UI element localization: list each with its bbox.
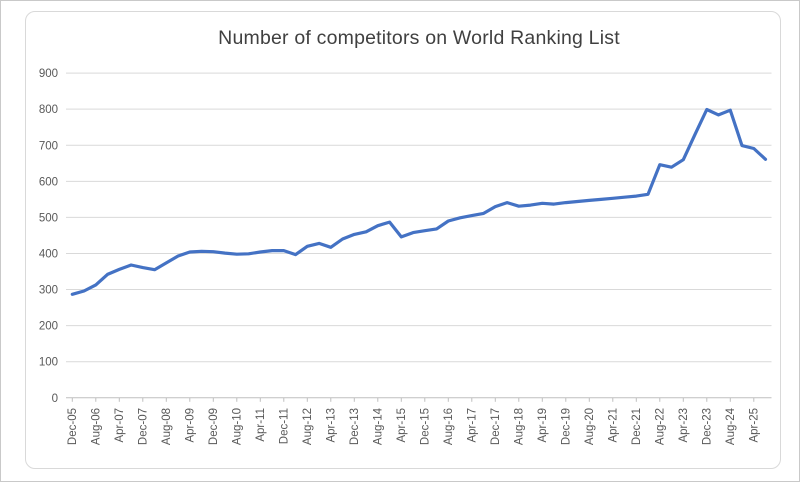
y-axis-label: 300 — [39, 285, 58, 297]
x-axis-label: Aug-22 — [654, 408, 666, 445]
x-axis-label: Dec-05 — [67, 408, 79, 445]
x-axis-label: Dec-19 — [560, 408, 572, 445]
x-axis-label: Aug-08 — [161, 408, 173, 445]
x-axis-label: Dec-15 — [419, 408, 431, 445]
chart-title: Number of competitors on World Ranking L… — [218, 27, 620, 49]
x-axis-label: Dec-07 — [137, 408, 149, 445]
y-axis-label: 600 — [39, 176, 58, 188]
x-axis-label: Dec-11 — [278, 408, 290, 444]
x-axis-label: Aug-20 — [584, 408, 596, 445]
x-axis-label: Dec-21 — [631, 408, 643, 445]
x-axis-label: Apr-07 — [114, 408, 126, 443]
x-axis-label: Apr-21 — [607, 408, 619, 443]
chart-area — [25, 11, 781, 469]
x-axis-label: Dec-09 — [208, 408, 220, 445]
x-axis-label: Dec-13 — [349, 408, 361, 445]
x-axis-label: Apr-25 — [748, 408, 760, 443]
x-axis-label: Apr-19 — [537, 408, 549, 443]
x-axis-label: Aug-06 — [90, 408, 102, 445]
y-axis-label: 400 — [39, 249, 58, 261]
x-axis-label: Dec-17 — [490, 408, 502, 445]
x-axis-label: Aug-16 — [443, 408, 455, 445]
x-axis-label: Apr-23 — [678, 408, 690, 443]
x-axis-label: Dec-23 — [701, 408, 713, 445]
x-axis-label: Aug-18 — [513, 408, 525, 445]
x-axis-label: Aug-10 — [231, 408, 243, 445]
y-axis-label: 800 — [39, 104, 58, 116]
x-axis-label: Apr-11 — [255, 408, 267, 442]
series-line — [70, 107, 768, 296]
x-axis-label: Aug-14 — [372, 407, 384, 445]
y-axis-label: 0 — [52, 393, 58, 405]
y-axis-label: 500 — [39, 212, 58, 224]
x-axis-label: Apr-13 — [325, 408, 337, 443]
y-axis-label: 200 — [39, 321, 58, 333]
x-axis-label: Apr-17 — [466, 408, 478, 443]
y-axis-label: 700 — [39, 140, 58, 152]
y-axis-label: 900 — [39, 68, 58, 80]
x-axis-label: Aug-12 — [302, 408, 314, 445]
x-axis-label: Apr-15 — [396, 408, 408, 443]
x-axis-label: Apr-09 — [184, 408, 196, 443]
y-axis-label: 100 — [39, 357, 58, 369]
x-axis-label: Aug-24 — [725, 407, 737, 445]
